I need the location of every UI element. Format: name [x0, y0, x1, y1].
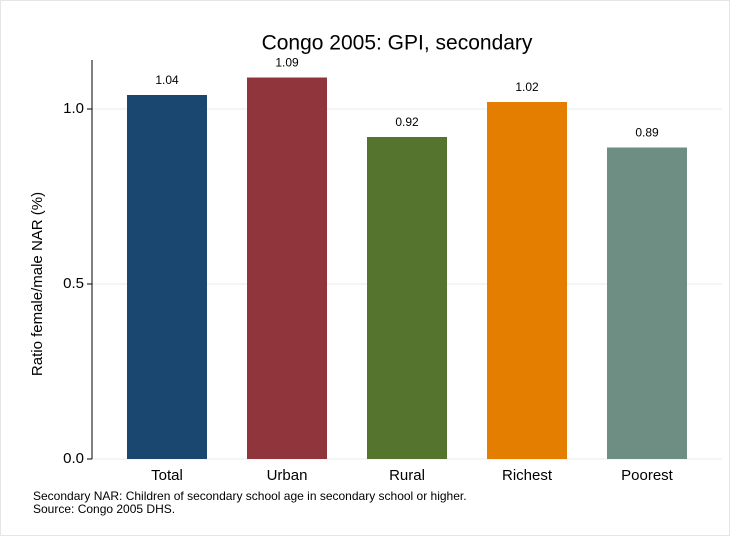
x-tick-label: Urban	[267, 467, 308, 484]
bar	[247, 77, 327, 459]
bar	[607, 147, 687, 459]
note: Secondary NAR: Children of secondary sch…	[33, 489, 467, 503]
chart-title: Congo 2005: GPI, secondary	[262, 32, 533, 55]
bar	[487, 102, 567, 459]
x-tick-label: Total	[151, 467, 183, 484]
value-label: 1.02	[515, 80, 539, 94]
value-label: 0.92	[395, 115, 419, 129]
bar	[127, 95, 207, 459]
y-tick-label: 0.5	[63, 275, 84, 292]
y-tick-label: 0.0	[63, 450, 84, 467]
x-tick-label: Richest	[502, 467, 553, 484]
x-tick-label: Rural	[389, 467, 425, 484]
value-label: 0.89	[635, 126, 659, 140]
value-label: 1.09	[275, 56, 299, 70]
value-label: 1.04	[155, 73, 179, 87]
y-tick-label: 1.0	[63, 100, 84, 117]
x-tick-label: Poorest	[621, 467, 674, 484]
note: Source: Congo 2005 DHS.	[33, 502, 175, 516]
bar	[367, 137, 447, 459]
y-axis-label: Ratio female/male NAR (%)	[29, 192, 46, 376]
